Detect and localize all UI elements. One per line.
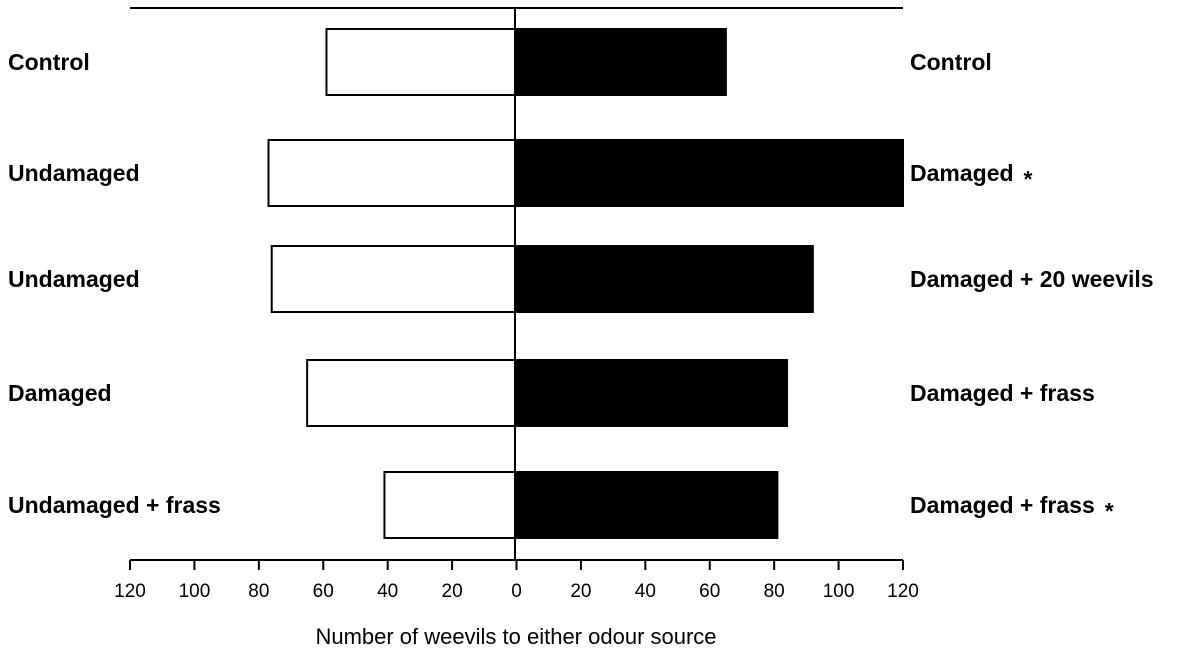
- right-bar-4: [514, 359, 789, 427]
- right-category-label: Damaged: [910, 160, 1014, 186]
- x-tick-label: 100: [823, 581, 855, 602]
- left-bar-2: [267, 139, 516, 207]
- left-bar-4: [306, 359, 517, 427]
- left-category-label: Undamaged: [8, 266, 140, 292]
- significance-marker: *: [1024, 166, 1033, 192]
- x-tick-label: 40: [635, 581, 656, 602]
- x-tick-label: 20: [442, 581, 463, 602]
- left-bar-3: [270, 245, 517, 313]
- x-tick-label: 40: [377, 581, 398, 602]
- left-category-label: Undamaged: [8, 160, 140, 186]
- x-tick-label: 80: [248, 581, 269, 602]
- x-tick-label: 0: [511, 581, 522, 602]
- right-bar-1: [514, 28, 727, 96]
- x-axis-title: Number of weevils to either odour source: [315, 624, 716, 649]
- right-bar-5: [514, 471, 779, 539]
- significance-marker: *: [1105, 498, 1114, 524]
- x-tick-label: 60: [313, 581, 334, 602]
- x-tick-label: 100: [179, 581, 211, 602]
- right-category-labels: Control Damaged * Damaged + 20 weevils Damag…: [910, 49, 1154, 524]
- right-bar-2: [514, 139, 904, 207]
- right-category-label: Damaged + frass: [910, 492, 1095, 518]
- right-bar-3: [514, 245, 814, 313]
- right-category-label: Damaged + 20 weevils: [910, 266, 1154, 292]
- left-category-labels: Control Undamaged Undamaged Damaged Undamage…: [8, 49, 221, 518]
- bars-group: [267, 28, 904, 539]
- x-tick-label: 60: [699, 581, 720, 602]
- right-category-label: Damaged + frass: [910, 380, 1095, 406]
- x-ticks-group: 120 100 80 60 40 20 0 20 40 60 80 100 120: [114, 560, 919, 602]
- left-bar-1: [325, 28, 516, 96]
- x-tick-label: 120: [114, 581, 146, 602]
- left-category-label: Undamaged + frass: [8, 492, 221, 518]
- left-category-label: Control: [8, 49, 90, 75]
- x-tick-label: 120: [887, 581, 919, 602]
- left-category-label: Damaged: [8, 380, 112, 406]
- left-bar-5: [383, 471, 516, 539]
- x-tick-label: 80: [764, 581, 785, 602]
- right-category-label: Control: [910, 49, 992, 75]
- x-tick-label: 20: [570, 581, 591, 602]
